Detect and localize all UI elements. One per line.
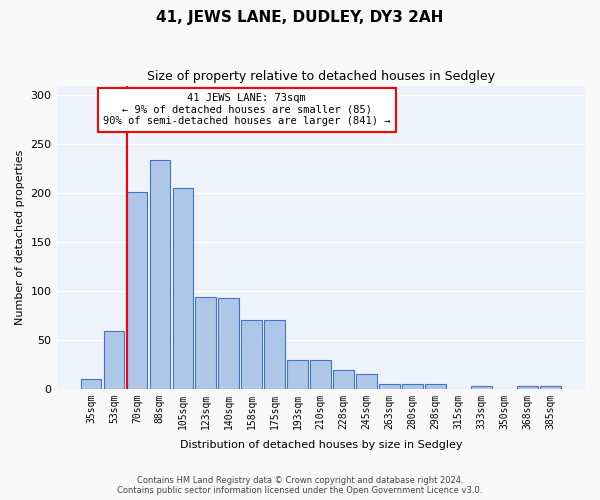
- Bar: [173, 188, 193, 389]
- Bar: [472, 386, 492, 389]
- Y-axis label: Number of detached properties: Number of detached properties: [15, 150, 25, 325]
- Bar: [196, 297, 216, 389]
- Bar: [80, 379, 101, 389]
- Bar: [517, 386, 538, 389]
- Bar: [127, 192, 147, 389]
- Title: Size of property relative to detached houses in Sedgley: Size of property relative to detached ho…: [147, 70, 495, 83]
- Bar: [334, 370, 354, 389]
- Bar: [287, 360, 308, 389]
- X-axis label: Distribution of detached houses by size in Sedgley: Distribution of detached houses by size …: [179, 440, 462, 450]
- Bar: [149, 160, 170, 389]
- Bar: [265, 320, 285, 389]
- Bar: [403, 384, 423, 389]
- Bar: [310, 360, 331, 389]
- Bar: [104, 331, 124, 389]
- Text: 41, JEWS LANE, DUDLEY, DY3 2AH: 41, JEWS LANE, DUDLEY, DY3 2AH: [157, 10, 443, 25]
- Bar: [218, 298, 239, 389]
- Bar: [425, 384, 446, 389]
- Bar: [241, 320, 262, 389]
- Bar: [540, 386, 561, 389]
- Bar: [379, 384, 400, 389]
- Text: 41 JEWS LANE: 73sqm
← 9% of detached houses are smaller (85)
90% of semi-detache: 41 JEWS LANE: 73sqm ← 9% of detached hou…: [103, 93, 391, 126]
- Text: Contains HM Land Registry data © Crown copyright and database right 2024.
Contai: Contains HM Land Registry data © Crown c…: [118, 476, 482, 495]
- Bar: [356, 374, 377, 389]
